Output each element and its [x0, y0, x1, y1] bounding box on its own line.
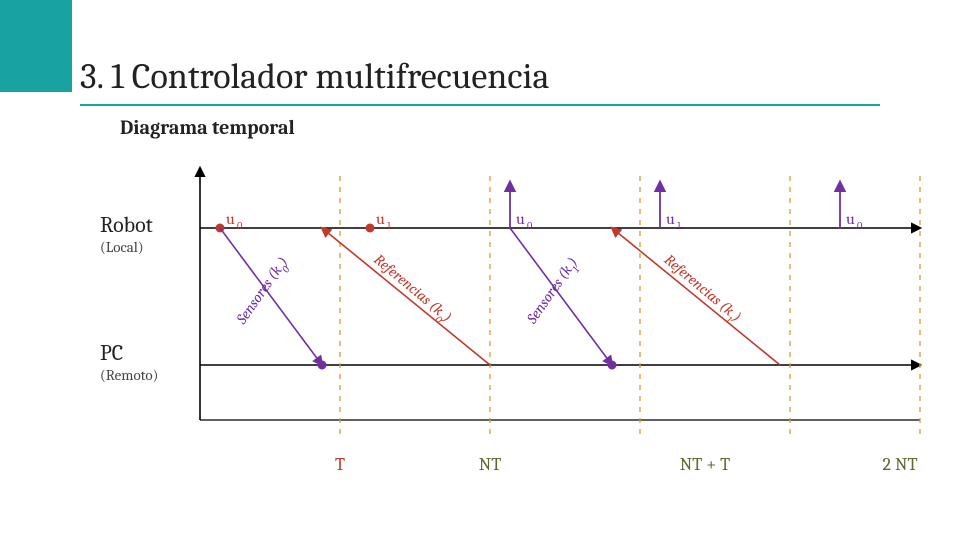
svg-text:0: 0 — [237, 220, 243, 232]
svg-text:Sensores (k1): Sensores (k1) — [522, 254, 585, 331]
svg-text:T: T — [335, 454, 345, 475]
svg-text:u: u — [666, 210, 675, 228]
svg-text:u: u — [226, 210, 235, 228]
svg-text:Referencias (k0): Referencias (k0) — [367, 250, 455, 329]
page-title: 3. 1 Controlador multifrecuencia — [80, 56, 549, 97]
svg-text:Sensores (k0): Sensores (k0) — [232, 253, 296, 331]
svg-text:Referencias (k1): Referencias (k1) — [658, 251, 746, 330]
svg-text:u: u — [376, 210, 385, 228]
svg-text:NT: NT — [479, 454, 502, 475]
svg-text:0: 0 — [857, 220, 863, 232]
svg-text:u: u — [846, 210, 855, 228]
svg-text:2 NT: 2 NT — [883, 454, 918, 475]
accent-box — [0, 0, 72, 92]
svg-text:u: u — [516, 210, 525, 228]
svg-text:NT + T: NT + T — [680, 454, 730, 475]
timing-diagram: TNTNT + T2 NTu0u1u0u1u0Sensores (k0)Refe… — [60, 150, 940, 530]
svg-text:1: 1 — [677, 220, 681, 232]
svg-text:0: 0 — [527, 220, 533, 232]
svg-text:1: 1 — [387, 220, 391, 232]
page-subtitle: Diagrama temporal — [120, 116, 295, 139]
title-rule — [80, 104, 880, 106]
